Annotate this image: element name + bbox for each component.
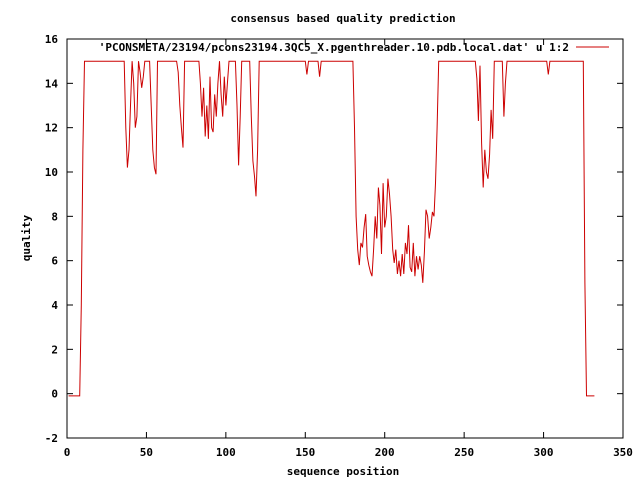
x-tick-label: 200 bbox=[375, 446, 395, 459]
x-tick-label: 0 bbox=[64, 446, 71, 459]
x-axis-label: sequence position bbox=[287, 465, 400, 478]
legend-label: 'PCONSMETA/23194/pcons23194.3QC5_X.pgent… bbox=[99, 41, 569, 54]
y-axis-label: quality bbox=[20, 214, 33, 261]
y-tick-label: 10 bbox=[45, 166, 58, 179]
x-tick-label: 300 bbox=[534, 446, 554, 459]
y-tick-label: 0 bbox=[51, 388, 58, 401]
y-tick-label: 8 bbox=[51, 210, 58, 223]
y-tick-label: 12 bbox=[45, 122, 58, 135]
chart-title: consensus based quality prediction bbox=[230, 12, 455, 25]
series-line bbox=[68, 60, 595, 397]
x-tick-label: 100 bbox=[216, 446, 236, 459]
y-tick-label: 6 bbox=[51, 255, 58, 268]
y-tick-label: 16 bbox=[45, 33, 59, 46]
y-tick-label: -2 bbox=[45, 432, 58, 445]
y-tick-label: 2 bbox=[51, 343, 58, 356]
x-tick-label: 50 bbox=[140, 446, 153, 459]
axis-ticks: 0 50 100 150 200 250 300 350 -2 0 2 4 6 8 10 12 14 16 bbox=[45, 33, 633, 459]
legend: 'PCONSMETA/23194/pcons23194.3QC5_X.pgent… bbox=[99, 41, 609, 54]
y-tick-label: 4 bbox=[51, 299, 58, 312]
y-tick-label: 14 bbox=[45, 77, 59, 90]
plot-frame bbox=[66, 38, 624, 439]
x-tick-label: 250 bbox=[454, 446, 474, 459]
x-tick-label: 150 bbox=[295, 446, 315, 459]
x-tick-label: 350 bbox=[613, 446, 633, 459]
